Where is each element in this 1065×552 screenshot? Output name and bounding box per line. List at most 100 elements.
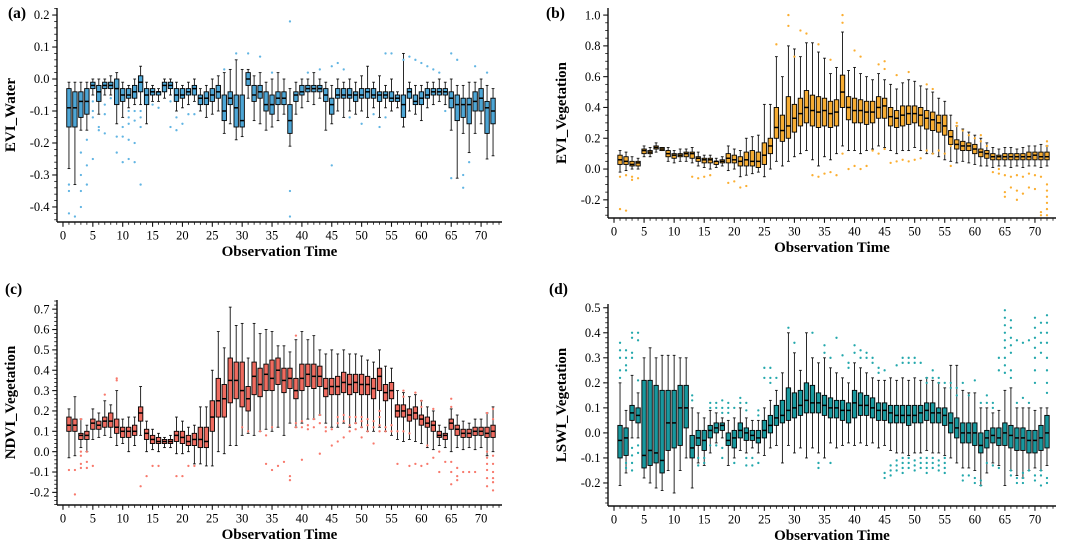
svg-text:0: 0 [60, 229, 66, 243]
svg-text:10: 10 [116, 229, 129, 243]
svg-text:15: 15 [698, 513, 711, 527]
svg-text:45: 45 [326, 512, 339, 526]
svg-text:30: 30 [788, 513, 801, 527]
svg-text:10: 10 [116, 512, 129, 526]
svg-text:20: 20 [176, 512, 189, 526]
svg-text:0.2: 0.2 [34, 404, 50, 418]
panel-a-evi-water-chart: 0 5 10 15 20 25 30 35 40 45 50 55 60 65 70 0.2 0.1 0.0 -0.… [3, 5, 502, 260]
svg-text:0.2: 0.2 [585, 376, 601, 390]
svg-text:40: 40 [848, 225, 861, 239]
svg-text:(a): (a) [8, 5, 26, 22]
panel-c-ndvi-vegetation-chart: 0 5 10 15 20 25 30 35 40 45 50 55 60 65 70 0.7 0.6 0.5 0.4… [3, 281, 502, 543]
svg-text:5: 5 [90, 512, 96, 526]
svg-text:5: 5 [641, 225, 647, 239]
svg-text:15: 15 [698, 225, 711, 239]
svg-text:20: 20 [728, 513, 741, 527]
svg-text:50: 50 [355, 229, 368, 243]
svg-text:(d): (d) [549, 281, 568, 298]
svg-text:0.5: 0.5 [34, 343, 50, 357]
svg-text:0.1: 0.1 [34, 425, 50, 439]
svg-text:65: 65 [999, 513, 1012, 527]
svg-text:0.3: 0.3 [34, 384, 50, 398]
svg-text:25: 25 [206, 512, 219, 526]
svg-text:(b): (b) [546, 5, 565, 22]
svg-text:0.7: 0.7 [34, 302, 50, 316]
svg-text:0.8: 0.8 [585, 39, 601, 53]
svg-text:LSWI_Vegetation: LSWI_Vegetation [554, 347, 570, 462]
svg-text:35: 35 [266, 512, 279, 526]
svg-text:40: 40 [296, 512, 309, 526]
svg-text:35: 35 [266, 229, 279, 243]
svg-text:-0.1: -0.1 [30, 465, 50, 479]
svg-text:0.6: 0.6 [34, 323, 50, 337]
svg-text:45: 45 [326, 229, 339, 243]
svg-text:30: 30 [788, 225, 801, 239]
svg-text:-0.3: -0.3 [30, 168, 50, 182]
svg-text:15: 15 [146, 229, 159, 243]
svg-text:55: 55 [385, 512, 398, 526]
svg-text:Observation Time: Observation Time [222, 527, 338, 543]
svg-text:55: 55 [385, 229, 398, 243]
svg-text:-0.2: -0.2 [581, 476, 601, 490]
svg-text:65: 65 [445, 229, 458, 243]
svg-text:60: 60 [969, 225, 982, 239]
svg-text:5: 5 [641, 513, 647, 527]
svg-text:40: 40 [296, 229, 309, 243]
svg-text:-0.1: -0.1 [581, 451, 601, 465]
svg-text:10: 10 [668, 225, 681, 239]
svg-text:0.4: 0.4 [585, 326, 601, 340]
svg-text:0: 0 [611, 225, 617, 239]
svg-text:30: 30 [236, 512, 249, 526]
svg-text:45: 45 [878, 225, 891, 239]
svg-text:70: 70 [475, 512, 488, 526]
svg-text:25: 25 [206, 229, 219, 243]
svg-text:5: 5 [90, 229, 96, 243]
svg-text:60: 60 [969, 513, 982, 527]
svg-text:60: 60 [415, 512, 428, 526]
svg-text:0.3: 0.3 [585, 351, 601, 365]
svg-text:NDVI_Vegetation: NDVI_Vegetation [3, 345, 19, 459]
svg-text:0.4: 0.4 [34, 363, 50, 377]
svg-text:0.4: 0.4 [585, 101, 601, 115]
svg-text:25: 25 [758, 513, 771, 527]
svg-text:-0.4: -0.4 [30, 200, 51, 214]
svg-text:1.0: 1.0 [585, 8, 601, 22]
svg-text:10: 10 [668, 513, 681, 527]
svg-text:0.1: 0.1 [585, 401, 601, 415]
svg-text:50: 50 [355, 512, 368, 526]
panel-b-evi-vegetation-chart: 0 5 10 15 20 25 30 35 40 45 50 55 60 65 70 1.0 0.8 0.6 0.4… [546, 5, 1056, 256]
svg-text:Observation Time: Observation Time [222, 244, 338, 260]
svg-text:0.1: 0.1 [34, 40, 50, 54]
svg-text:50: 50 [908, 225, 921, 239]
svg-text:70: 70 [1029, 513, 1042, 527]
svg-text:0: 0 [60, 512, 66, 526]
svg-text:0.6: 0.6 [585, 70, 601, 84]
svg-text:-0.1: -0.1 [30, 104, 50, 118]
svg-text:0.2: 0.2 [34, 8, 50, 22]
svg-text:0.0: 0.0 [585, 426, 601, 440]
svg-text:0.2: 0.2 [585, 131, 601, 145]
svg-text:35: 35 [818, 513, 831, 527]
svg-text:EVI_Vegetation: EVI_Vegetation [554, 61, 570, 164]
svg-text:Observation Time: Observation Time [774, 528, 890, 544]
panel-d-lswi-vegetation-chart: 0 5 10 15 20 25 30 35 40 45 50 55 60 65 70 0.5 0.4 0.3 0.2… [549, 281, 1056, 544]
svg-text:35: 35 [818, 225, 831, 239]
svg-text:0.0: 0.0 [585, 162, 601, 176]
svg-text:25: 25 [758, 225, 771, 239]
svg-text:40: 40 [848, 513, 861, 527]
svg-text:55: 55 [939, 225, 952, 239]
svg-text:0.5: 0.5 [585, 301, 601, 315]
svg-text:50: 50 [908, 513, 921, 527]
svg-text:-0.2: -0.2 [30, 136, 50, 150]
svg-text:65: 65 [999, 225, 1012, 239]
svg-text:EVI_Water: EVI_Water [3, 78, 19, 153]
svg-text:60: 60 [415, 229, 428, 243]
svg-text:(c): (c) [5, 281, 22, 298]
svg-text:30: 30 [236, 229, 249, 243]
svg-text:0.0: 0.0 [34, 72, 50, 86]
svg-text:55: 55 [939, 513, 952, 527]
svg-text:70: 70 [475, 229, 488, 243]
svg-text:20: 20 [176, 229, 189, 243]
svg-text:-0.2: -0.2 [30, 486, 50, 500]
svg-text:-0.2: -0.2 [581, 193, 601, 207]
